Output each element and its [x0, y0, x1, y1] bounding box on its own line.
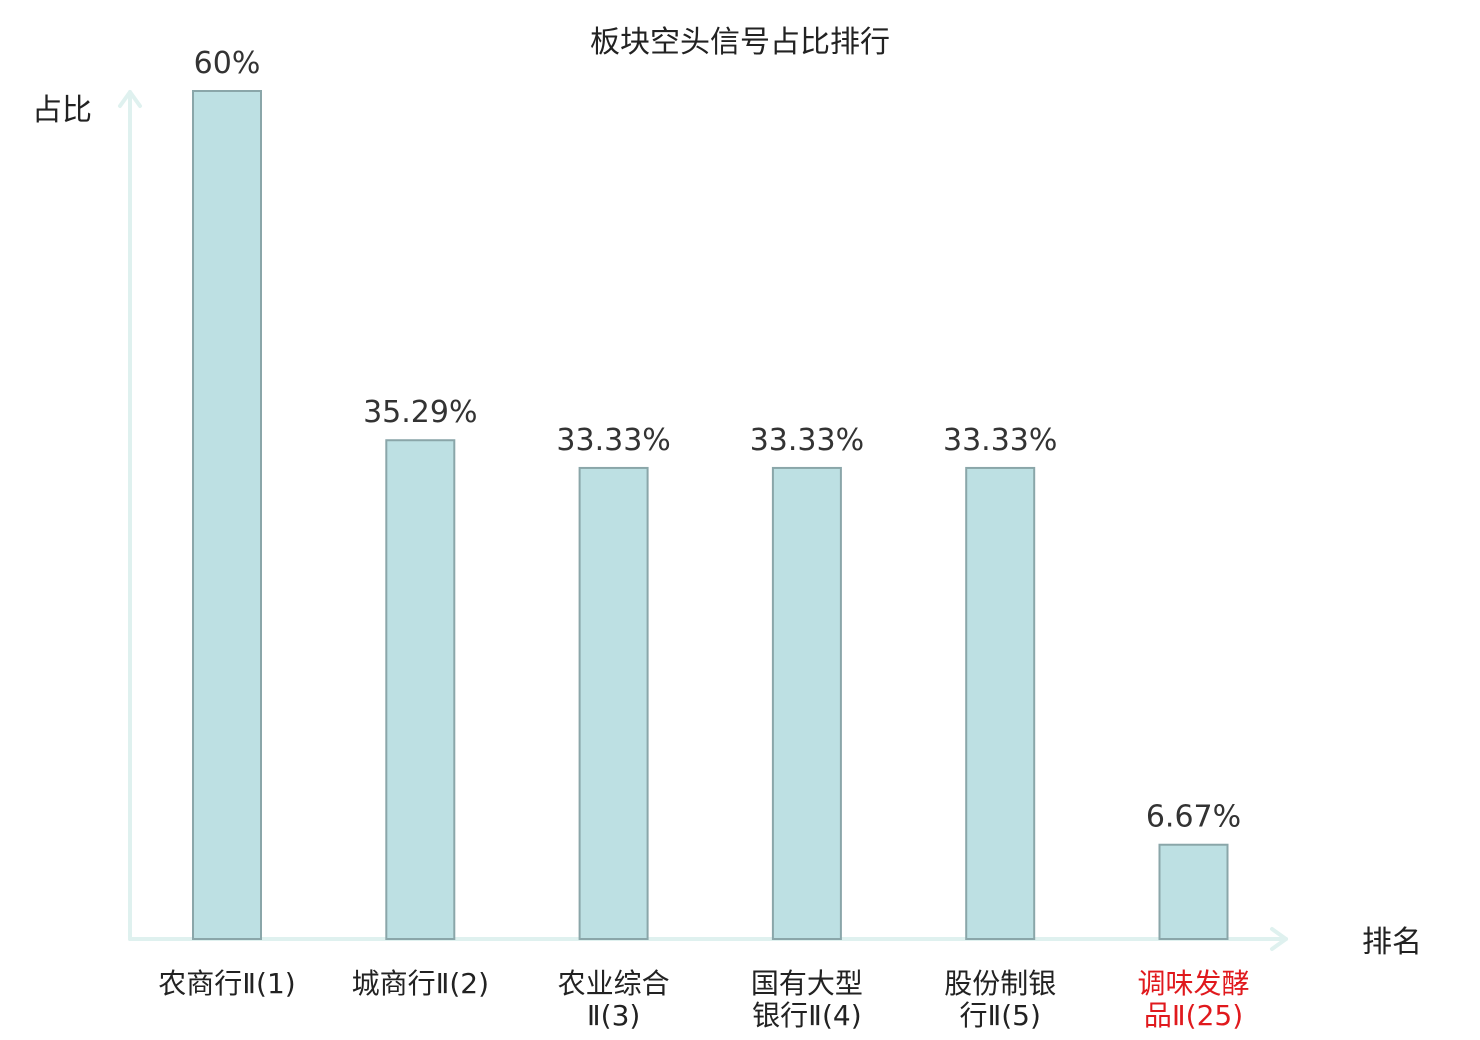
category-label: 城商行Ⅱ(2): [352, 967, 489, 1000]
x-axis-label: 排名: [1362, 925, 1422, 960]
y-axis-label: 占比: [32, 93, 92, 128]
value-label: 60%: [194, 46, 261, 81]
category-label: 农业综合: [558, 967, 670, 1000]
bar: [385, 439, 456, 940]
category-label: 行Ⅱ(5): [959, 999, 1040, 1032]
x-axis-arrow: [1270, 927, 1288, 951]
category-label: 银行Ⅱ(4): [752, 999, 861, 1032]
value-label: 33.33%: [556, 423, 670, 458]
category-label: Ⅱ(3): [587, 999, 640, 1032]
bars-group: [192, 90, 1229, 940]
bar: [578, 466, 649, 940]
y-axis-arrow: [118, 90, 142, 108]
bar: [1158, 843, 1229, 940]
category-label: 国有大型: [751, 967, 863, 1000]
value-labels-group: 60% 35.29% 33.33% 33.33% 33.33% 6.67%: [194, 46, 1242, 835]
value-label: 33.33%: [750, 423, 864, 458]
category-label: 股份制银: [944, 967, 1056, 1000]
value-label: 35.29%: [363, 395, 477, 430]
bar: [192, 90, 262, 940]
axes: [118, 90, 1288, 951]
chart-title: 板块空头信号占比排行: [590, 25, 890, 60]
category-label: 调味发酵: [1137, 967, 1249, 1000]
bar: [771, 466, 842, 940]
category-label: 品Ⅱ(25): [1144, 999, 1243, 1032]
value-label: 33.33%: [943, 423, 1057, 458]
bar: [965, 466, 1036, 940]
value-label: 6.67%: [1146, 800, 1241, 835]
category-label: 农商行Ⅱ(1): [158, 967, 295, 1000]
